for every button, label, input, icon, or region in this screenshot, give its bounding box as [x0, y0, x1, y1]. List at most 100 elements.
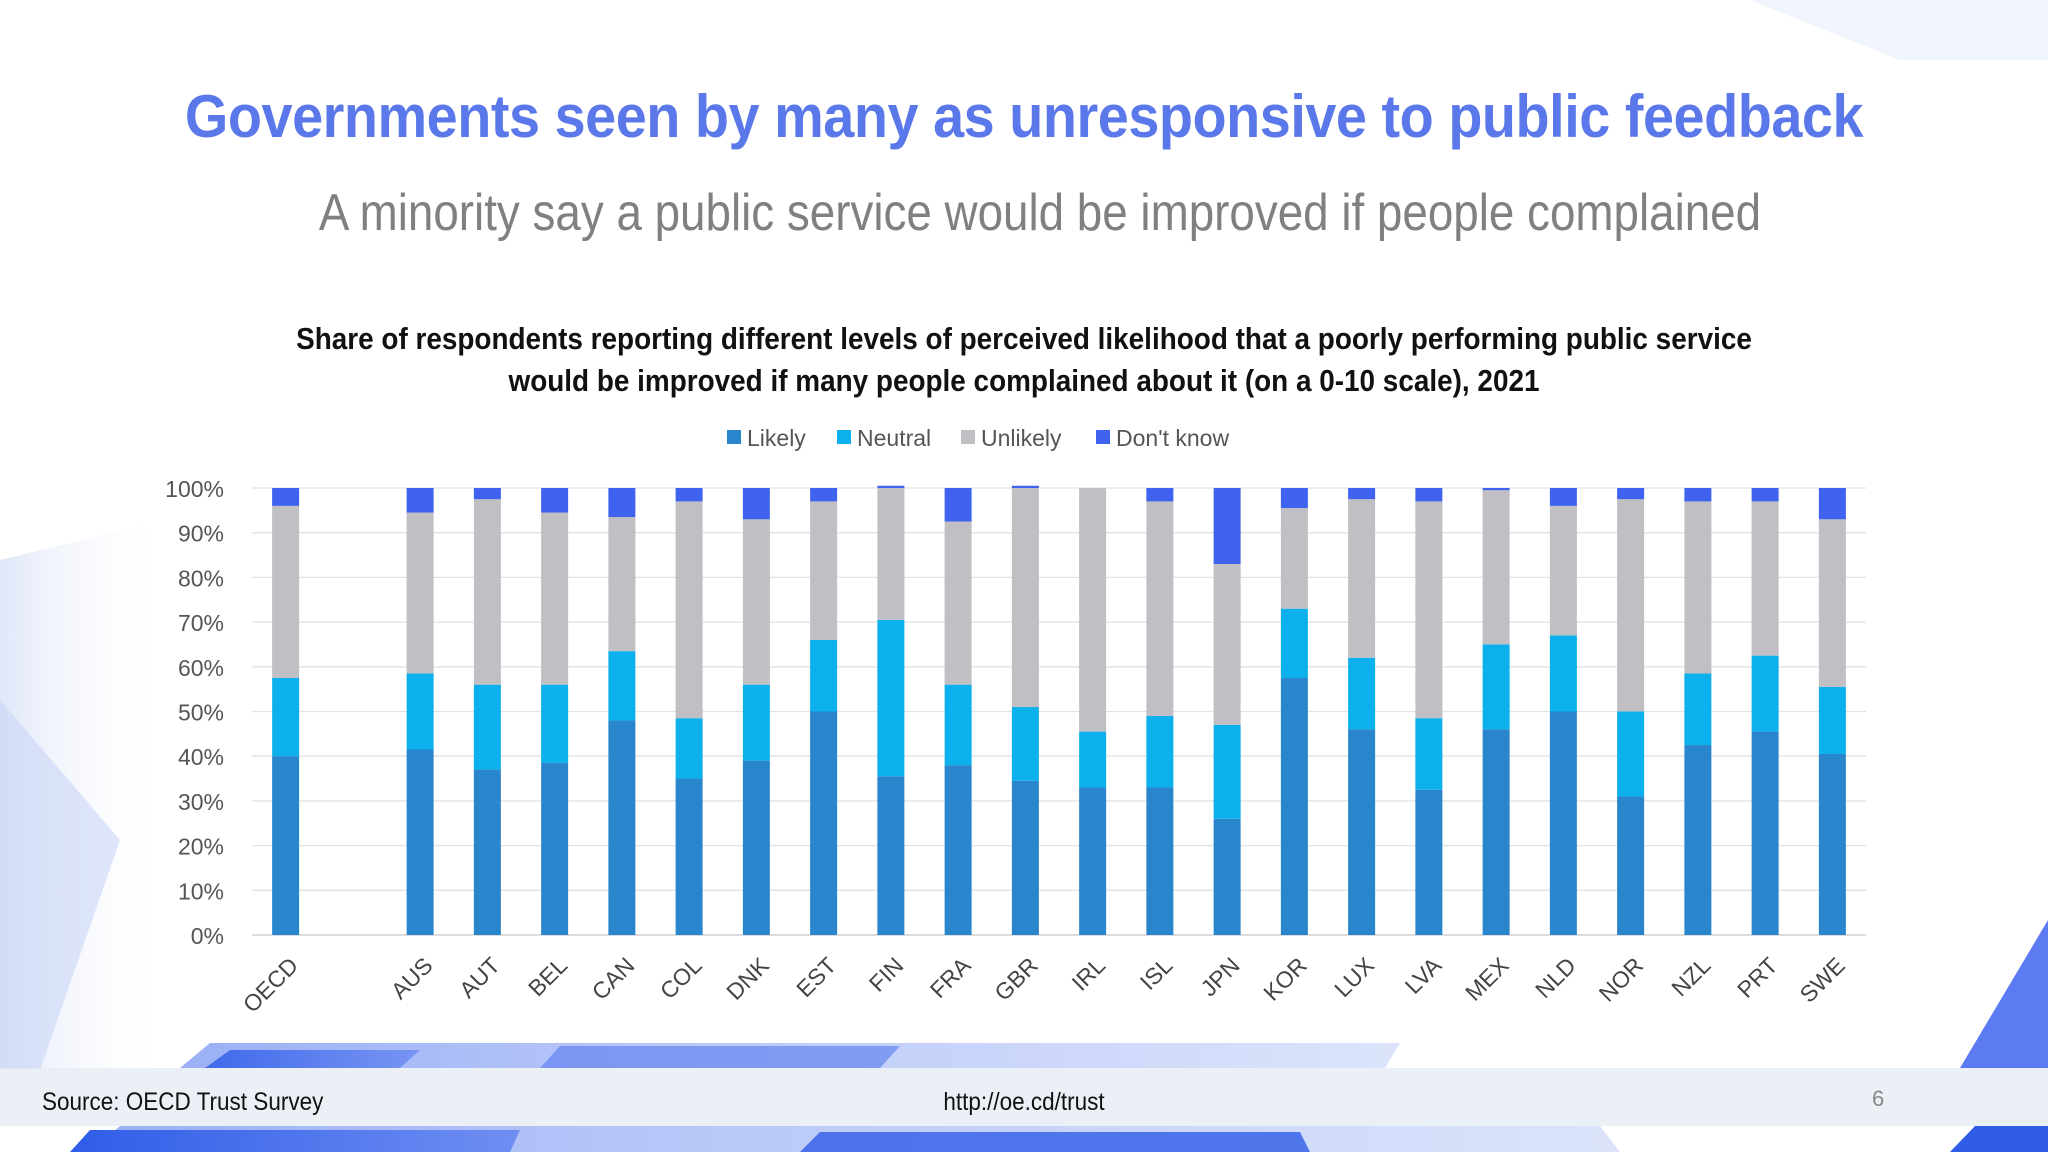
- bar-segment-irl-likely: [1079, 787, 1107, 935]
- x-axis-ticks: OECD AUS AUT BEL CAN COL DNK EST FIN FRA GBR IRL ISL…: [238, 952, 1850, 1018]
- bar-segment-nzl-unlikely: [1684, 501, 1712, 674]
- bar-segment-prt-don-t-know: [1751, 488, 1779, 502]
- bottom-stripe-5: [70, 1130, 520, 1152]
- bar-segment-jpn-neutral: [1213, 724, 1241, 819]
- left-wash-2: [0, 700, 120, 1070]
- x-tick-label-bel: BEL: [523, 952, 572, 1001]
- x-tick-label-prt: PRT: [1732, 952, 1783, 1003]
- y-axis-ticks: 0% 10% 20% 30% 40% 50% 60% 70% 80% 90% 100%: [165, 476, 224, 949]
- bar-segment-fin-unlikely: [877, 488, 905, 620]
- bar-segment-est-unlikely: [810, 501, 838, 640]
- bar-segment-swe-unlikely: [1818, 519, 1846, 687]
- y-tick-label: 40%: [178, 744, 224, 770]
- bar-segment-kor-don-t-know: [1280, 488, 1308, 509]
- x-tick-label-nzl: NZL: [1666, 952, 1715, 1001]
- chart-title-line-1: Share of respondents reporting different…: [296, 321, 1752, 356]
- bar-segment-fra-unlikely: [944, 521, 972, 685]
- bar-segment-irl-neutral: [1079, 731, 1107, 788]
- bar-segment-nor-neutral: [1617, 711, 1645, 797]
- bar-segment-oecd-don-t-know: [272, 488, 300, 506]
- x-tick-label-est: EST: [791, 952, 841, 1002]
- bar-segment-gbr-don-t-know: [1011, 485, 1039, 488]
- bar-segment-est-likely: [810, 711, 838, 935]
- bar-segment-bel-neutral: [541, 684, 569, 763]
- x-tick-label-lva: LVA: [1400, 952, 1447, 999]
- gridlines: [252, 487, 1866, 936]
- x-tick-label-nor: NOR: [1594, 952, 1649, 1007]
- bar-segment-aut-unlikely: [473, 499, 501, 685]
- bar-segment-jpn-unlikely: [1213, 563, 1241, 725]
- bar-segment-lva-don-t-know: [1415, 488, 1443, 502]
- bar-segment-lux-don-t-know: [1348, 488, 1376, 500]
- bar-segment-bel-likely: [541, 762, 569, 935]
- y-tick-label: 50%: [178, 700, 224, 726]
- x-tick-label-mex: MEX: [1460, 952, 1514, 1006]
- bars: [272, 485, 1846, 935]
- x-tick-label-fra: FRA: [925, 952, 976, 1003]
- bar-segment-dnk-neutral: [742, 684, 770, 761]
- legend-label-neutral: Neutral: [857, 425, 931, 451]
- bar-segment-can-unlikely: [608, 517, 636, 652]
- bar-segment-aus-likely: [406, 749, 434, 935]
- y-tick-label: 60%: [178, 655, 224, 681]
- x-tick-label-kor: KOR: [1258, 952, 1312, 1006]
- right-accent: [1960, 920, 2048, 1068]
- y-tick-label: 80%: [178, 565, 224, 591]
- bar-segment-nzl-don-t-know: [1684, 488, 1712, 502]
- bar-segment-irl-unlikely: [1079, 488, 1107, 732]
- chart-title: Share of respondents reporting different…: [102, 318, 1945, 402]
- y-tick-label: 90%: [178, 521, 224, 547]
- bar-segment-bel-don-t-know: [541, 488, 569, 513]
- bar-segment-lva-likely: [1415, 789, 1443, 935]
- bar-segment-isl-unlikely: [1146, 501, 1174, 716]
- bar-segment-mex-don-t-know: [1482, 488, 1510, 491]
- bar-segment-lux-unlikely: [1348, 499, 1376, 658]
- bar-segment-fin-likely: [877, 776, 905, 935]
- x-tick-label-nld: NLD: [1530, 952, 1581, 1003]
- bar-segment-mex-unlikely: [1482, 490, 1510, 645]
- bar-segment-isl-neutral: [1146, 715, 1174, 788]
- bar-segment-kor-unlikely: [1280, 508, 1308, 609]
- y-tick-label: 70%: [178, 610, 224, 636]
- bar-segment-nzl-likely: [1684, 745, 1712, 935]
- bar-segment-nld-unlikely: [1549, 505, 1577, 636]
- bar-segment-isl-likely: [1146, 787, 1174, 935]
- right-accent-2: [1950, 1126, 2048, 1152]
- bar-segment-swe-likely: [1818, 753, 1846, 935]
- bar-segment-mex-neutral: [1482, 644, 1510, 730]
- bar-segment-col-unlikely: [675, 501, 703, 719]
- x-tick-label-irl: IRL: [1066, 952, 1110, 996]
- bar-segment-bel-unlikely: [541, 512, 569, 685]
- legend-swatch-likely: [727, 430, 741, 444]
- bottom-stripe-3: [540, 1046, 900, 1068]
- bar-segment-prt-likely: [1751, 731, 1779, 935]
- legend: Likely Neutral Unlikely Don't know: [727, 425, 1229, 451]
- bar-segment-oecd-neutral: [272, 677, 300, 757]
- page-number: 6: [1872, 1086, 1885, 1111]
- bar-segment-col-neutral: [675, 718, 703, 779]
- bar-segment-lux-likely: [1348, 729, 1376, 935]
- legend-label-likely: Likely: [747, 425, 806, 451]
- bar-segment-est-neutral: [810, 639, 838, 712]
- x-tick-label-oecd: OECD: [238, 952, 303, 1017]
- bar-segment-dnk-unlikely: [742, 519, 770, 685]
- bar-segment-lva-unlikely: [1415, 501, 1443, 719]
- bar-segment-fin-don-t-know: [877, 485, 905, 488]
- bar-segment-col-likely: [675, 778, 703, 935]
- x-tick-label-gbr: GBR: [989, 952, 1043, 1006]
- bar-segment-aut-neutral: [473, 684, 501, 770]
- x-tick-label-can: CAN: [587, 952, 640, 1005]
- y-tick-label: 100%: [165, 476, 224, 502]
- bar-segment-est-don-t-know: [810, 488, 838, 502]
- bar-segment-fra-likely: [944, 765, 972, 935]
- footer-url-link[interactable]: http://oe.cd/trust: [943, 1088, 1105, 1116]
- bar-segment-fin-neutral: [877, 619, 905, 777]
- bar-segment-nor-don-t-know: [1617, 488, 1645, 500]
- bar-segment-aus-unlikely: [406, 512, 434, 674]
- bar-segment-oecd-unlikely: [272, 505, 300, 678]
- bar-segment-swe-neutral: [1818, 686, 1846, 754]
- footer-source: Source: OECD Trust Survey: [42, 1088, 324, 1116]
- x-tick-label-col: COL: [655, 952, 707, 1004]
- bar-segment-aut-don-t-know: [473, 488, 501, 500]
